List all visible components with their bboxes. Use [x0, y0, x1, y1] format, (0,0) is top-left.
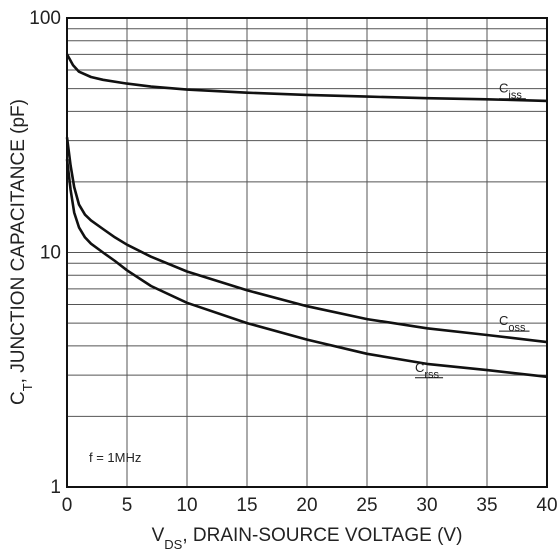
y-tick-label: 100 — [29, 8, 61, 29]
x-tick-label: 20 — [296, 495, 317, 516]
y-axis-title: CT, JUNCTION CAPACITANCE (pF) — [8, 99, 35, 405]
x-tick-label: 30 — [416, 495, 437, 516]
x-tick-label: 40 — [536, 495, 557, 516]
x-tick-label: 15 — [236, 495, 257, 516]
x-tick-label: 10 — [176, 495, 197, 516]
plot-frame — [66, 17, 548, 488]
series-lines — [65, 53, 548, 379]
x-axis-title: VDS, DRAIN-SOURCE VOLTAGE (V) — [152, 525, 463, 550]
series-line-Coss — [65, 137, 548, 344]
x-tick-label: 35 — [476, 495, 497, 516]
x-tick-label: 25 — [356, 495, 377, 516]
x-tick-label: 5 — [122, 495, 133, 516]
series-line-Ciss — [65, 53, 548, 103]
y-tick-label: 1 — [50, 477, 61, 498]
tick-labels: 0 5 10 15 20 25 30 35 40 1 10 100 — [29, 8, 557, 516]
series-line-Crss — [65, 159, 548, 379]
x-tick-label: 0 — [62, 495, 73, 516]
y-tick-label: 10 — [40, 243, 61, 264]
grid — [67, 18, 547, 487]
frequency-annotation: f = 1MHz — [89, 450, 141, 465]
